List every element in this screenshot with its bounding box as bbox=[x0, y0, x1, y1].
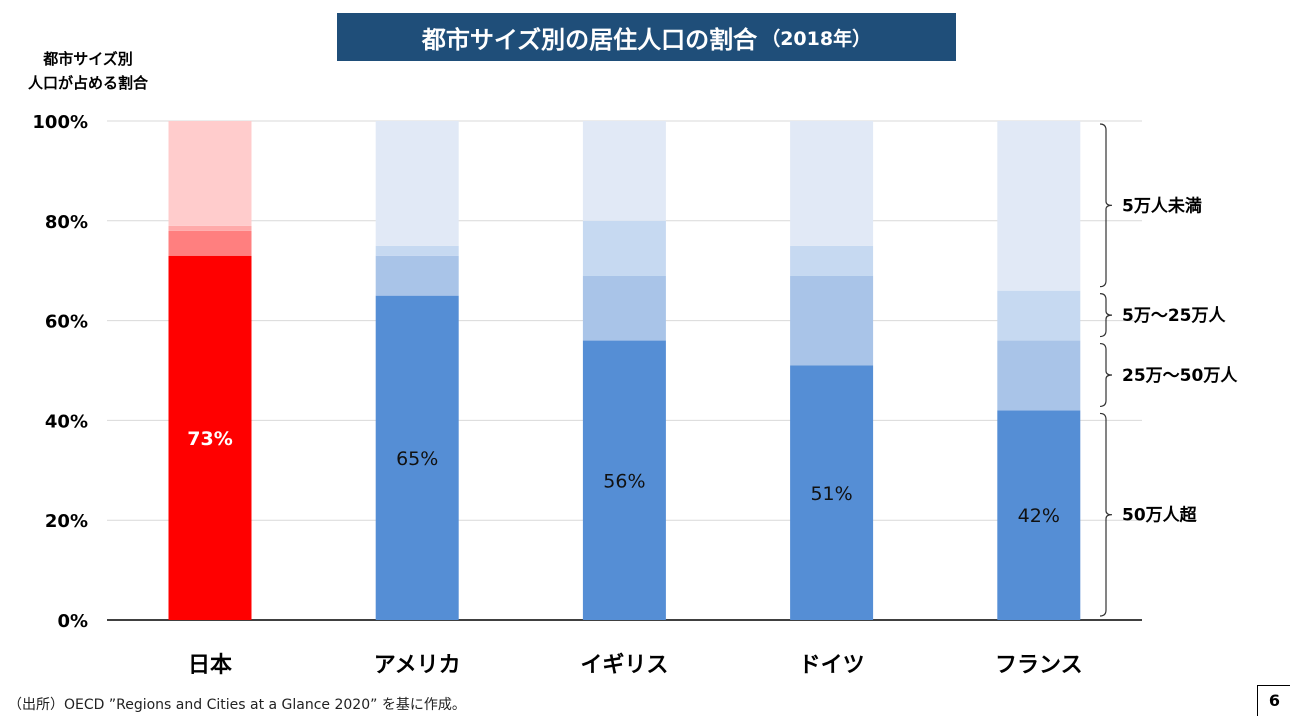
legend-label: 5万人未満 bbox=[1122, 195, 1202, 216]
bar-segment bbox=[997, 290, 1081, 341]
x-tick-label: ドイツ bbox=[799, 653, 865, 678]
bar-segment bbox=[997, 121, 1081, 291]
title-main: 都市サイズ別の居住人口の割合 bbox=[421, 25, 758, 54]
y-tick-label: 20% bbox=[45, 511, 88, 532]
y-tick-label: 60% bbox=[45, 312, 88, 333]
legend-label: 5万～25万人 bbox=[1122, 306, 1226, 326]
bar-segment bbox=[582, 121, 666, 221]
bar-segment bbox=[582, 340, 666, 620]
y-tick-label: 0% bbox=[57, 611, 88, 632]
legend-brace bbox=[1099, 412, 1113, 617]
bar-segment bbox=[375, 245, 459, 256]
bar-segment bbox=[168, 255, 252, 621]
data-label: 73% bbox=[187, 428, 232, 450]
legend-brace bbox=[1099, 123, 1113, 288]
y-tick-label: 80% bbox=[45, 212, 88, 233]
y-axis-label: 都市サイズ別 人口が占める割合 bbox=[27, 50, 148, 92]
legend-brace bbox=[1099, 293, 1113, 338]
bar-segment bbox=[375, 121, 459, 246]
bar-segment bbox=[168, 230, 252, 256]
bar-segment bbox=[375, 295, 459, 620]
data-label: 51% bbox=[810, 483, 852, 505]
chart-title: 都市サイズ別の居住人口の割合 （2018年） bbox=[337, 13, 956, 61]
y-tick-label: 40% bbox=[45, 411, 88, 432]
bar-segment bbox=[997, 340, 1081, 411]
x-tick-label: 日本 bbox=[188, 653, 232, 678]
bar-segment bbox=[790, 121, 874, 246]
bar-segment bbox=[168, 121, 252, 226]
bar-segment bbox=[790, 365, 874, 620]
data-label: 42% bbox=[1018, 505, 1060, 527]
legend-label: 50万人超 bbox=[1122, 505, 1198, 526]
y-tick-label: 100% bbox=[32, 112, 88, 133]
bar-segment bbox=[790, 275, 874, 366]
data-label: 56% bbox=[603, 470, 645, 492]
bar-segment bbox=[582, 220, 666, 276]
legend-label: 25万～50万人 bbox=[1122, 366, 1238, 386]
legend-brace bbox=[1099, 342, 1113, 408]
bar-segment bbox=[582, 275, 666, 341]
x-tick-label: フランス bbox=[995, 653, 1083, 678]
data-label: 65% bbox=[396, 448, 438, 470]
title-sub: （2018年） bbox=[761, 27, 872, 50]
page-number: 6 bbox=[1257, 685, 1290, 716]
bar-segment bbox=[168, 225, 252, 231]
bar-segment bbox=[997, 410, 1081, 620]
bar-segment bbox=[375, 255, 459, 296]
x-tick-label: アメリカ bbox=[374, 653, 461, 678]
bar-segment bbox=[790, 245, 874, 276]
x-tick-label: イギリス bbox=[580, 653, 668, 678]
source-note: （出所）OECD ”Regions and Cities at a Glance… bbox=[8, 697, 466, 713]
